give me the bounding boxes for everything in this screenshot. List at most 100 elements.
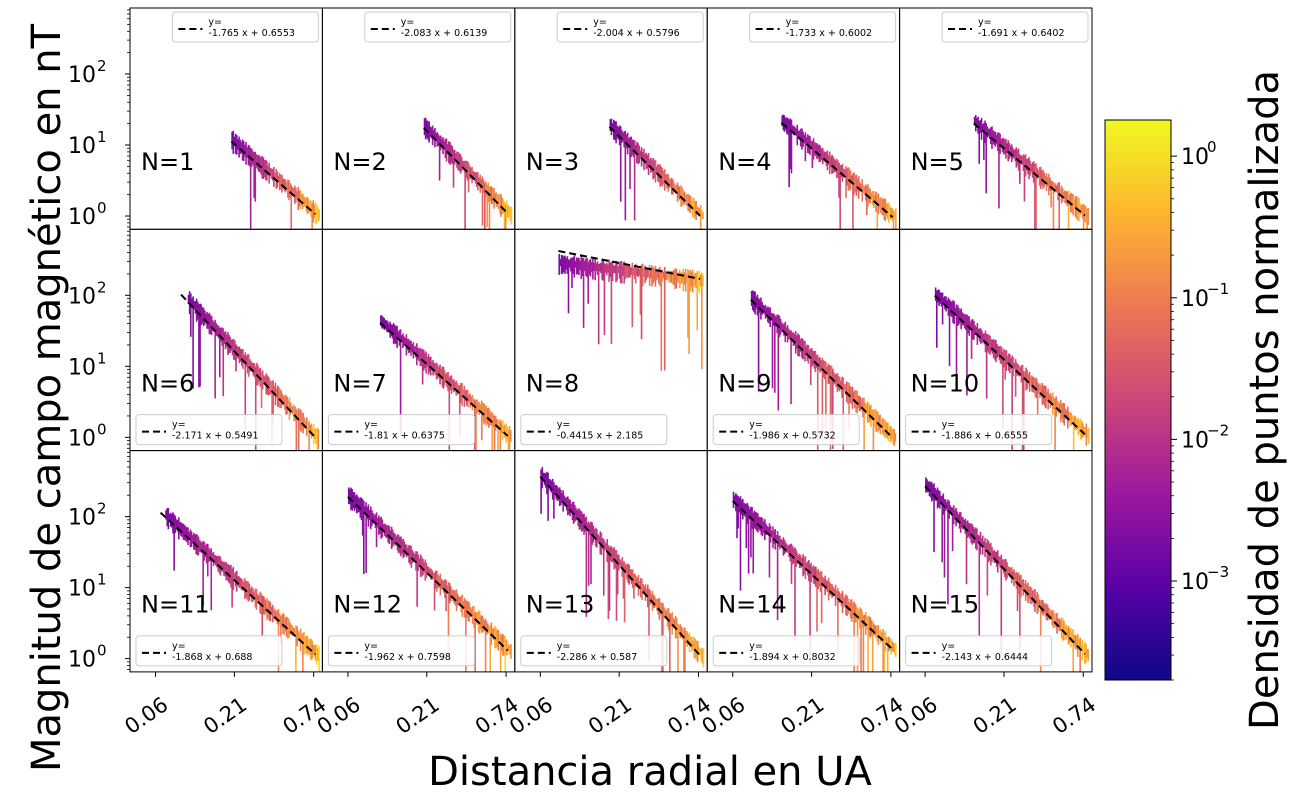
density-column (858, 395, 861, 412)
density-column (886, 203, 889, 220)
density-column (305, 635, 308, 654)
density-column (244, 144, 246, 157)
density-column (803, 340, 805, 359)
density-column (205, 543, 208, 564)
density-column (834, 584, 837, 606)
density-column (497, 194, 500, 210)
density-column (849, 170, 852, 190)
density-column (998, 132, 1000, 209)
density-column (453, 149, 456, 165)
density-column (258, 368, 261, 383)
legend: y=-1.868 x + 0.688 (135, 635, 283, 667)
density-column (952, 505, 955, 525)
density-column (980, 328, 982, 344)
density-column (812, 565, 815, 584)
density-column (1013, 362, 1016, 370)
density-column (434, 570, 437, 589)
density-column (850, 175, 853, 184)
density-column (845, 594, 847, 616)
density-column (981, 535, 984, 555)
density-column (959, 309, 961, 324)
density-column (611, 260, 614, 281)
density-column (425, 562, 428, 578)
density-column (968, 522, 970, 537)
density-column (506, 200, 508, 223)
density-column (883, 632, 886, 672)
density-column (748, 508, 751, 520)
density-column (686, 194, 688, 206)
density-column (240, 578, 243, 590)
density-column (429, 356, 432, 376)
density-column (1038, 167, 1041, 186)
density-column (642, 584, 644, 594)
density-column (210, 316, 213, 336)
density-column (250, 361, 252, 372)
density-column (303, 417, 306, 429)
density-column (1073, 199, 1076, 209)
density-column (199, 303, 201, 387)
density-column (397, 534, 400, 554)
density-column (692, 198, 695, 219)
density-column (962, 313, 965, 326)
density-column (1007, 566, 1010, 575)
density-column (657, 598, 660, 615)
density-heatmap (781, 114, 897, 230)
legend: y=-0.4415 x + 2.185 (520, 414, 668, 446)
density-column (702, 211, 704, 219)
density-column (1045, 603, 1048, 621)
legend-equation: -2.083 x + 0.6139 (401, 28, 488, 39)
density-column (385, 320, 388, 332)
density-column (676, 182, 679, 202)
density-column (253, 591, 255, 600)
density-column (258, 595, 260, 604)
density-column (670, 270, 673, 283)
density-column (565, 258, 567, 270)
density-column (974, 115, 977, 132)
density-column (780, 539, 782, 547)
density-column (840, 380, 842, 388)
density-column (640, 264, 643, 340)
density-column (697, 207, 700, 215)
density-column (645, 267, 647, 281)
density-column (662, 271, 665, 279)
density-column (593, 262, 595, 271)
density-column (474, 612, 476, 672)
density-column (1061, 187, 1064, 202)
density-column (491, 627, 494, 639)
density-column (467, 162, 470, 193)
density-column (632, 140, 635, 158)
density-column (619, 126, 622, 202)
density-column (797, 130, 800, 138)
density-column (683, 272, 686, 285)
legend-equation: -1.894 x + 0.8032 (749, 652, 836, 663)
density-column (1021, 580, 1023, 591)
density-column (256, 154, 259, 170)
density-column (998, 556, 1000, 566)
density-column (579, 260, 581, 270)
density-column (699, 204, 702, 230)
density-column (1044, 386, 1047, 409)
density-heatmap (558, 254, 704, 371)
density-column (215, 323, 218, 336)
y-tick-label: 10 (68, 63, 96, 88)
density-column (881, 632, 883, 641)
density-column (195, 298, 198, 322)
density-column (746, 503, 749, 524)
panel-label: N=13 (526, 591, 595, 619)
density-column (585, 516, 588, 617)
density-column (299, 190, 302, 210)
density-column (491, 412, 493, 451)
density-column (475, 399, 477, 451)
density-column (1067, 190, 1070, 230)
density-column (839, 593, 842, 602)
density-column (601, 538, 604, 549)
density-column (596, 261, 599, 275)
density-column (737, 496, 739, 529)
density-column (994, 551, 997, 563)
density-column (640, 578, 642, 598)
density-column (1029, 160, 1032, 176)
density-column (988, 128, 991, 140)
density-column (640, 147, 643, 167)
density-column (961, 516, 963, 528)
density-column (485, 181, 487, 197)
